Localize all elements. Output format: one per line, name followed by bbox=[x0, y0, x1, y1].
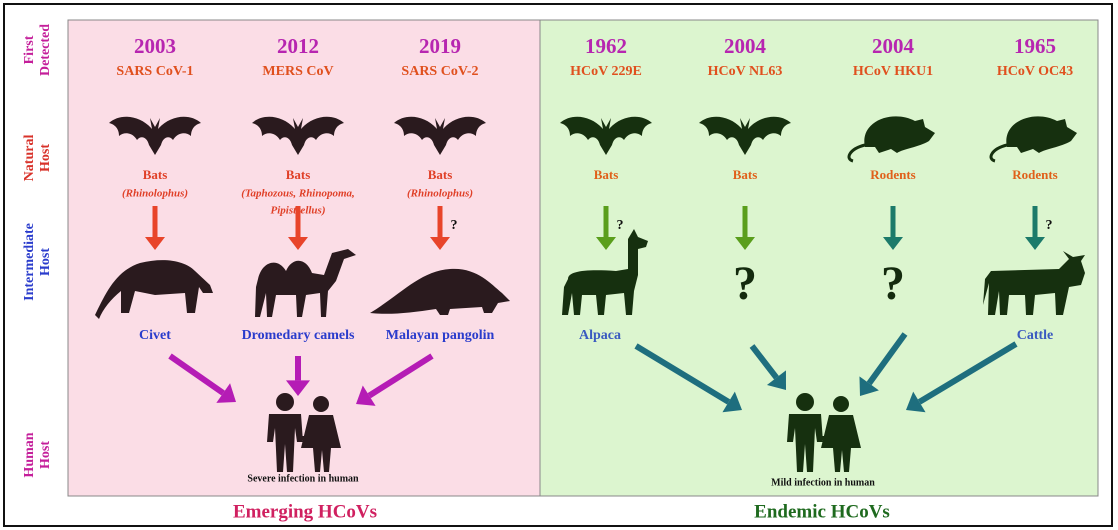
natural-host-detail: (Rhinolophus) bbox=[122, 188, 188, 200]
humans-icon bbox=[787, 393, 861, 472]
arrow-head bbox=[722, 391, 742, 413]
group-name: Endemic HCoVs bbox=[754, 501, 890, 522]
virus-name: MERS CoV bbox=[262, 64, 333, 79]
arrow-head bbox=[906, 391, 926, 413]
arrow-head bbox=[883, 237, 903, 250]
civet-icon bbox=[95, 260, 213, 319]
person-body bbox=[821, 415, 861, 472]
arrow-head bbox=[859, 376, 879, 396]
intermediate-host: Cattle bbox=[1017, 328, 1054, 343]
intermediate-unknown: ? bbox=[733, 257, 757, 310]
row-label: First Detected bbox=[22, 24, 53, 76]
virus-name: SARS CoV-2 bbox=[401, 64, 478, 79]
virus-name: HCoV NL63 bbox=[708, 64, 783, 79]
bat-icon bbox=[252, 116, 344, 155]
arrow-head bbox=[216, 383, 236, 403]
natural-host: Rodents bbox=[1012, 167, 1058, 182]
natural-host: Bats bbox=[428, 167, 453, 182]
row-label-line: First bbox=[22, 35, 37, 64]
row-label-line: Host bbox=[38, 248, 53, 276]
arrow-head bbox=[596, 237, 616, 250]
row-label: Natural Host bbox=[22, 135, 53, 182]
person-head bbox=[833, 396, 849, 412]
arrow-head bbox=[1025, 237, 1045, 250]
person-body bbox=[301, 415, 341, 472]
group-name: Emerging HCoVs bbox=[233, 501, 377, 522]
pangolin-icon bbox=[370, 268, 510, 315]
intermediate-host: Alpaca bbox=[579, 328, 621, 343]
virus-name: HCoV HKU1 bbox=[853, 64, 933, 79]
bat-icon bbox=[699, 116, 791, 155]
bat-icon bbox=[109, 116, 201, 155]
virus-name: HCoV OC43 bbox=[997, 64, 1073, 79]
natural-host: Bats bbox=[733, 167, 758, 182]
arrow-head bbox=[735, 237, 755, 250]
humans-icon bbox=[267, 393, 341, 472]
outcome: Mild infection in human bbox=[771, 477, 875, 488]
rodent-tail bbox=[989, 143, 1008, 163]
natural-host: Rodents bbox=[870, 167, 916, 182]
year: 2012 bbox=[277, 34, 319, 58]
row-label-line: Detected bbox=[38, 24, 53, 76]
alpaca-icon bbox=[562, 229, 648, 315]
year: 2019 bbox=[419, 34, 461, 58]
row-label-line: Intermediate bbox=[22, 223, 37, 301]
row-label: Human Host bbox=[22, 432, 53, 477]
person-body bbox=[787, 414, 823, 472]
natural-host: Bats bbox=[594, 167, 619, 182]
year: 2004 bbox=[724, 34, 767, 58]
year: 2003 bbox=[134, 34, 176, 58]
virus-name: SARS CoV-1 bbox=[116, 64, 193, 79]
bat-icon bbox=[394, 116, 486, 155]
arrow-shaft bbox=[917, 341, 1018, 405]
outcome: Severe infection in human bbox=[247, 473, 359, 484]
cattle-icon bbox=[983, 251, 1085, 315]
person-head bbox=[276, 393, 294, 411]
virus-name: HCoV 229E bbox=[570, 64, 642, 79]
year: 1965 bbox=[1014, 34, 1056, 58]
natural-host: Bats bbox=[286, 167, 311, 182]
intermediate-host: Civet bbox=[139, 328, 171, 343]
arrow-note: ? bbox=[617, 218, 624, 233]
person-head bbox=[796, 393, 814, 411]
intermediate-unknown: ? bbox=[881, 257, 905, 310]
natural-host-detail: (Taphozous, Rhinopoma, bbox=[241, 188, 355, 200]
arrow-head bbox=[288, 237, 308, 250]
row-label: Intermediate Host bbox=[22, 223, 53, 301]
year: 2004 bbox=[872, 34, 915, 58]
row-label-line: Human bbox=[22, 432, 37, 477]
rodent-icon bbox=[1006, 116, 1077, 153]
arrow-head bbox=[286, 380, 310, 396]
arrow-shaft bbox=[634, 343, 731, 405]
arrow-head bbox=[430, 237, 450, 250]
rodent-tail bbox=[847, 143, 866, 163]
row-label-line: Host bbox=[38, 441, 53, 469]
emerging-panel bbox=[67, 19, 541, 497]
intermediate-host: Dromedary camels bbox=[242, 328, 355, 343]
rodent-icon bbox=[864, 116, 935, 153]
arrow-shaft bbox=[749, 344, 779, 380]
arrow-note: ? bbox=[451, 218, 458, 233]
arrow-head bbox=[145, 237, 165, 250]
arrow-head bbox=[766, 370, 786, 390]
arrow-shaft bbox=[866, 332, 908, 386]
row-label-line: Host bbox=[38, 144, 53, 172]
arrow-head bbox=[356, 385, 376, 406]
natural-host-detail: (Rhinolophus) bbox=[407, 188, 473, 200]
bat-icon bbox=[560, 116, 652, 155]
natural-host: Bats bbox=[143, 167, 168, 182]
arrow-note: ? bbox=[1046, 218, 1053, 233]
camel-icon bbox=[255, 249, 356, 317]
arrow-shaft bbox=[367, 353, 434, 399]
arrow-shaft bbox=[168, 353, 225, 396]
year: 1962 bbox=[585, 34, 627, 58]
row-label-line: Natural bbox=[22, 135, 37, 182]
intermediate-host: Malayan pangolin bbox=[386, 328, 495, 343]
person-body bbox=[267, 414, 303, 472]
person-head bbox=[313, 396, 329, 412]
